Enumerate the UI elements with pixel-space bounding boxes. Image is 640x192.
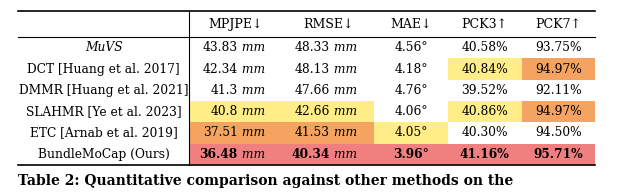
FancyBboxPatch shape: [189, 144, 282, 165]
FancyBboxPatch shape: [282, 101, 374, 122]
Text: Table 2: Quantitative comparison against other methods on the: Table 2: Quantitative comparison against…: [18, 175, 513, 189]
Text: MAE↓: MAE↓: [390, 18, 432, 31]
Text: BundleMoCap (Ours): BundleMoCap (Ours): [38, 148, 170, 161]
Text: 40.8: 40.8: [210, 105, 237, 118]
Text: mm: mm: [330, 41, 357, 54]
Text: 4.06°: 4.06°: [394, 105, 428, 118]
Text: 42.34: 42.34: [202, 63, 237, 76]
FancyBboxPatch shape: [374, 144, 448, 165]
FancyBboxPatch shape: [448, 58, 522, 80]
Text: 47.66: 47.66: [294, 84, 330, 97]
Text: 94.97%: 94.97%: [535, 63, 582, 76]
FancyBboxPatch shape: [189, 122, 282, 144]
Text: 4.76°: 4.76°: [394, 84, 428, 97]
FancyBboxPatch shape: [282, 122, 374, 144]
Text: ETC [Arnab et al. 2019]: ETC [Arnab et al. 2019]: [30, 127, 177, 140]
Text: 48.33: 48.33: [295, 41, 330, 54]
Text: 40.86%: 40.86%: [461, 105, 508, 118]
Text: 40.84%: 40.84%: [461, 63, 508, 76]
Text: 93.75%: 93.75%: [535, 41, 582, 54]
Text: PCK3↑: PCK3↑: [461, 18, 508, 31]
Text: 92.11%: 92.11%: [535, 84, 582, 97]
Text: 94.50%: 94.50%: [535, 127, 582, 140]
FancyBboxPatch shape: [448, 144, 522, 165]
Text: 95.71%: 95.71%: [534, 148, 583, 161]
FancyBboxPatch shape: [374, 122, 448, 144]
FancyBboxPatch shape: [522, 58, 595, 80]
Text: MuVS: MuVS: [85, 41, 122, 54]
Text: 41.3: 41.3: [211, 84, 237, 97]
Text: mm: mm: [237, 105, 265, 118]
Text: DCT [Huang et al. 2017]: DCT [Huang et al. 2017]: [28, 63, 180, 76]
Text: 4.56°: 4.56°: [394, 41, 428, 54]
Text: mm: mm: [330, 148, 357, 161]
FancyBboxPatch shape: [282, 144, 374, 165]
Text: mm: mm: [330, 127, 357, 140]
Text: 48.13: 48.13: [295, 63, 330, 76]
Text: 3.96°: 3.96°: [393, 148, 429, 161]
Text: 43.83: 43.83: [202, 41, 237, 54]
Text: PCK7↑: PCK7↑: [536, 18, 581, 31]
Text: mm: mm: [237, 127, 265, 140]
Text: mm: mm: [237, 84, 265, 97]
Text: 36.48: 36.48: [199, 148, 237, 161]
Text: mm: mm: [330, 84, 357, 97]
Text: 37.51: 37.51: [203, 127, 237, 140]
Text: mm: mm: [237, 148, 265, 161]
Text: 94.97%: 94.97%: [535, 105, 582, 118]
Text: 42.66: 42.66: [294, 105, 330, 118]
Text: 40.34: 40.34: [292, 148, 330, 161]
FancyBboxPatch shape: [522, 101, 595, 122]
Text: mm: mm: [330, 63, 357, 76]
Text: 41.16%: 41.16%: [460, 148, 509, 161]
Text: 40.30%: 40.30%: [461, 127, 508, 140]
Text: 39.52%: 39.52%: [461, 84, 508, 97]
FancyBboxPatch shape: [522, 144, 595, 165]
Text: 4.05°: 4.05°: [394, 127, 428, 140]
Text: mm: mm: [237, 41, 265, 54]
Text: 4.18°: 4.18°: [394, 63, 428, 76]
Text: 41.53: 41.53: [295, 127, 330, 140]
Text: MPJPE↓: MPJPE↓: [209, 18, 263, 31]
Text: DMMR [Huang et al. 2021]: DMMR [Huang et al. 2021]: [19, 84, 188, 97]
Text: mm: mm: [237, 63, 265, 76]
Text: 40.58%: 40.58%: [461, 41, 508, 54]
Text: mm: mm: [330, 105, 357, 118]
Text: SLAHMR [Ye et al. 2023]: SLAHMR [Ye et al. 2023]: [26, 105, 182, 118]
FancyBboxPatch shape: [448, 101, 522, 122]
Text: RMSE↓: RMSE↓: [303, 18, 353, 31]
FancyBboxPatch shape: [189, 101, 282, 122]
